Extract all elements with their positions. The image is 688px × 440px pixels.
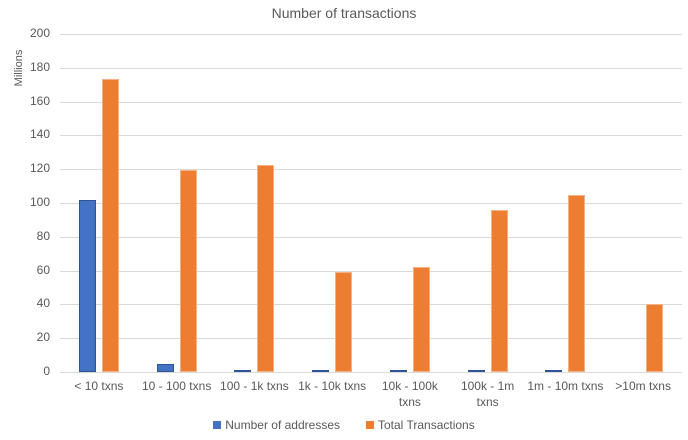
- y-tick-label: 140: [29, 127, 50, 142]
- x-category-label: 10k - 100k txns: [381, 379, 438, 409]
- bar-total-transactions: [257, 164, 275, 372]
- bar-number-of-addresses: [234, 370, 252, 372]
- gridline: [60, 203, 682, 204]
- gridline: [60, 372, 682, 373]
- bar-total-transactions: [568, 194, 586, 372]
- x-category-label: < 10 txns: [74, 379, 124, 393]
- x-category-label: 100 - 1k txns: [220, 379, 289, 393]
- bar-number-of-addresses: [545, 370, 563, 372]
- legend-swatch-transactions: [366, 421, 374, 429]
- bar-total-transactions: [335, 272, 353, 372]
- legend-label-transactions: Total Transactions: [378, 418, 475, 432]
- y-tick-label: 80: [36, 228, 50, 243]
- x-category-label: 1m - 10m txns: [527, 379, 604, 393]
- plot-area: 0 20 40 60 80 100 120 140 160 180 200: [30, 26, 682, 378]
- legend-item-transactions: Total Transactions: [366, 418, 475, 432]
- x-category-label: 1k - 10k txns: [298, 379, 367, 393]
- bar-number-of-addresses: [389, 370, 407, 372]
- gridline: [60, 169, 682, 171]
- chart-title: Number of transactions: [271, 5, 417, 21]
- bar-total-transactions: [490, 209, 508, 372]
- y-tick-label: 20: [36, 330, 50, 345]
- legend-item-addresses: Number of addresses: [213, 418, 340, 432]
- gridline: [60, 34, 682, 35]
- x-category-label: 100k - 1m txns: [460, 379, 515, 409]
- gridline: [60, 101, 682, 103]
- gridline: [60, 236, 682, 238]
- legend: Number of addresses Total Transactions: [0, 418, 688, 432]
- bar-total-transactions: [646, 304, 664, 372]
- gridline: [60, 338, 682, 340]
- bar-total-transactions: [179, 170, 197, 372]
- bar-number-of-addresses: [467, 370, 485, 372]
- gridline: [60, 67, 682, 69]
- bar-number-of-addresses: [156, 364, 174, 372]
- gridline: [60, 135, 682, 137]
- y-tick-label: 100: [29, 195, 50, 209]
- x-category-label: >10m txns: [615, 379, 671, 393]
- y-tick-label: 160: [29, 93, 50, 108]
- y-tick-label: 40: [36, 296, 50, 311]
- y-tick-label: 200: [29, 26, 50, 40]
- bar-total-transactions: [101, 78, 119, 372]
- bar-total-transactions: [412, 267, 430, 372]
- x-category-label: 10 - 100 txns: [141, 379, 212, 393]
- y-tick-label: 180: [29, 59, 50, 74]
- gridline: [60, 304, 682, 306]
- y-tick-label: 60: [36, 262, 50, 277]
- bar-number-of-addresses: [78, 199, 96, 372]
- legend-label-addresses: Number of addresses: [225, 418, 340, 432]
- bar-number-of-addresses: [312, 370, 330, 372]
- legend-swatch-addresses: [213, 421, 222, 429]
- y-tick-label: 120: [29, 161, 50, 176]
- gridline: [60, 270, 682, 272]
- y-tick-label: 0: [43, 364, 50, 378]
